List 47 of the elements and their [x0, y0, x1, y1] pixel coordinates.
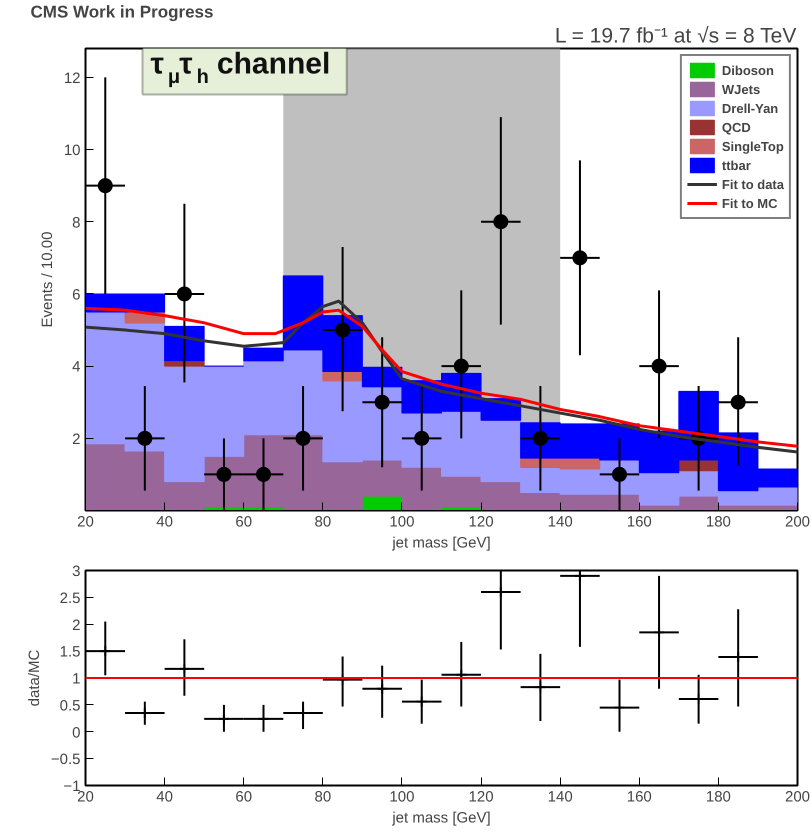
- x-tick-label: 160: [626, 514, 652, 530]
- x-tick-label: 200: [784, 788, 810, 806]
- y-tick-label: 2.5: [60, 590, 81, 607]
- x-tick-label: 120: [468, 514, 494, 530]
- y-tick-label: 0.5: [60, 697, 81, 714]
- legend-label: SingleTop: [722, 138, 784, 155]
- y-tick-label: 8: [72, 214, 80, 232]
- x-tick-label: 160: [626, 788, 652, 806]
- x-tick-label: 180: [706, 788, 731, 806]
- x-tick-label: 100: [389, 788, 414, 806]
- legend-label: QCD: [722, 118, 751, 136]
- x-tick-label: 200: [784, 514, 810, 530]
- x-tick-label: 60: [235, 788, 252, 806]
- legend-label: ttbar: [722, 156, 751, 174]
- y-tick-label: −0.5: [50, 751, 81, 768]
- x-tick-label: 20: [77, 514, 94, 530]
- legend-label: Fit to data: [722, 176, 784, 193]
- y-tick-label: 1: [72, 670, 80, 688]
- legend-label: Diboson: [722, 62, 774, 79]
- chart-title: CMS Work in Progress: [30, 2, 214, 22]
- x-tick-label: 80: [314, 514, 332, 530]
- y-tick-label: 1.5: [60, 644, 81, 661]
- x-tick-label: 180: [706, 514, 731, 530]
- y-tick-label: 6: [72, 286, 80, 304]
- x-tick-label: 60: [235, 514, 252, 530]
- y-tick-label: 2: [72, 430, 80, 448]
- x-tick-label: 40: [156, 514, 173, 530]
- x-tick-label: 80: [314, 788, 332, 806]
- x-axis-title: jet mass [GeV]: [391, 534, 491, 552]
- y-axis-title: Events / 10.00: [38, 232, 56, 328]
- y-tick-label: 10: [64, 142, 81, 160]
- x-axis-title: jet mass [GeV]: [391, 810, 491, 826]
- chart-subtitle: L = 19.7 fb⁻¹ at √s = 8 TeV: [554, 24, 796, 48]
- y-tick-label: 4: [72, 358, 80, 376]
- x-tick-label: 140: [548, 788, 573, 806]
- x-tick-label: 40: [156, 788, 173, 806]
- legend-label: WJets: [722, 80, 760, 98]
- legend-label: Fit to MC: [722, 194, 778, 212]
- legend-label: Drell-Yan: [722, 100, 778, 117]
- y-tick-label: 12: [64, 70, 81, 87]
- y-tick-label: 3: [72, 563, 80, 580]
- x-tick-label: 100: [389, 514, 414, 530]
- y-tick-label: 2: [72, 616, 80, 634]
- x-tick-label: 140: [548, 514, 573, 530]
- y-axis-title: data/MC: [26, 649, 43, 706]
- x-tick-label: 120: [468, 788, 494, 806]
- y-tick-label: 0: [72, 724, 80, 742]
